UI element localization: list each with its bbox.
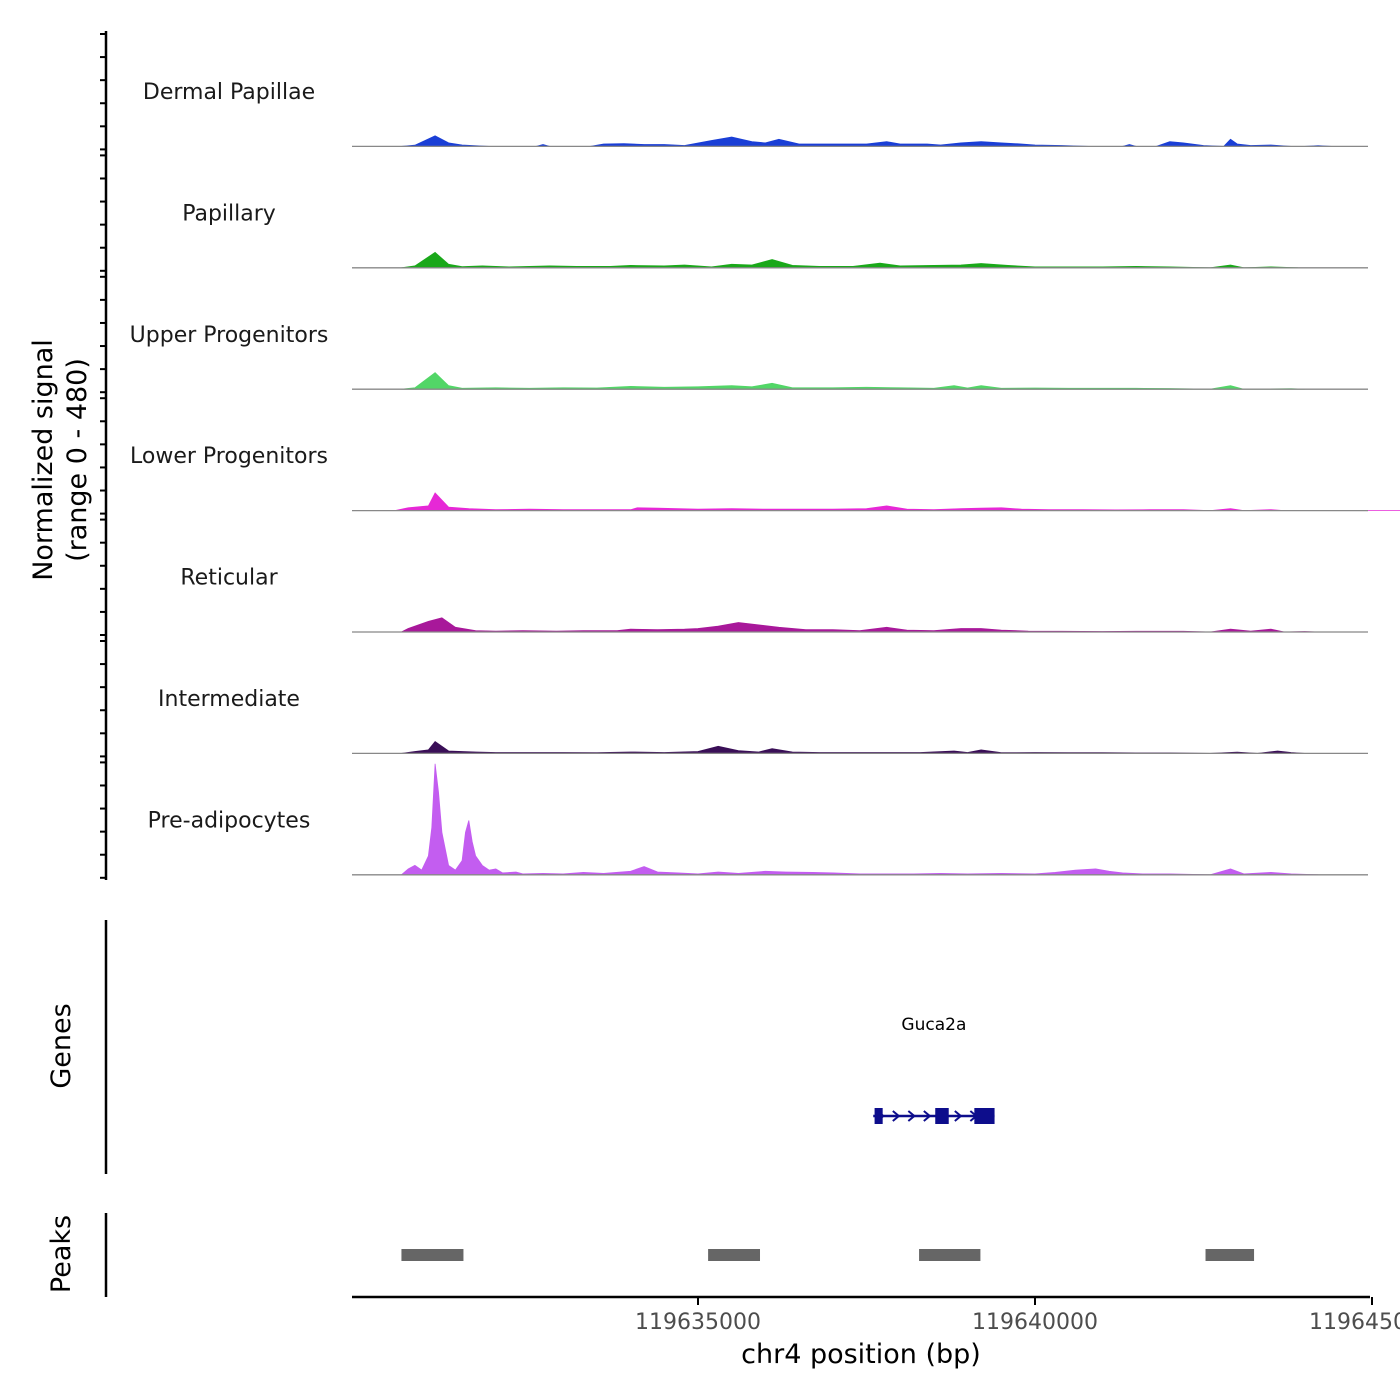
gene-exon xyxy=(874,1108,883,1124)
coverage-area xyxy=(401,741,1305,754)
track-pre-adipocytes: Pre-adipocytes xyxy=(148,763,1368,876)
track-papillary: Papillary xyxy=(182,201,1368,269)
track-label: Papillary xyxy=(182,201,276,226)
signal-y-ticks xyxy=(100,33,106,879)
x-tick-label: 119635000 xyxy=(635,1310,761,1335)
track-dermal-papillae: Dermal Papillae xyxy=(143,80,1368,148)
peaks-panel-title-group: Peaks xyxy=(46,1215,77,1293)
y-axis-subtitle: (range 0 - 480) xyxy=(62,358,93,562)
genes-panel-title: Genes xyxy=(46,1003,77,1088)
track-label: Intermediate xyxy=(158,687,300,712)
peak-track xyxy=(401,1249,1255,1261)
genes-panel-title-group: Genes xyxy=(46,1003,77,1088)
track-label: Pre-adipocytes xyxy=(148,808,311,833)
x-axis-title: chr4 position (bp) xyxy=(741,1339,981,1370)
track-label: Lower Progenitors xyxy=(130,444,328,469)
track-reticular: Reticular xyxy=(180,566,1368,633)
track-label: Dermal Papillae xyxy=(143,80,315,105)
signal-tracks: Dermal Papillae Papillary Upper Progenitor… xyxy=(130,80,1400,876)
y-axis-title-group: Normalized signal (range 0 - 480) xyxy=(28,339,93,581)
coverage-area xyxy=(394,492,1400,512)
coverage-area xyxy=(400,763,1319,876)
gene-label: Guca2a xyxy=(901,1015,966,1035)
strand-arrow xyxy=(907,1110,916,1122)
peaks-panel-title: Peaks xyxy=(46,1215,77,1293)
track-label: Reticular xyxy=(180,566,278,591)
track-upper-progenitors: Upper Progenitors xyxy=(130,323,1368,390)
peak-region xyxy=(401,1249,464,1261)
x-tick-label: 119640000 xyxy=(972,1310,1098,1335)
x-axis-ticks: 119635000 119640000 119645000 xyxy=(635,1297,1400,1335)
gene-exon xyxy=(935,1108,949,1124)
strand-arrow xyxy=(954,1110,963,1122)
peak-region xyxy=(708,1249,761,1261)
coverage-area xyxy=(401,251,1298,269)
track-intermediate: Intermediate xyxy=(158,687,1368,755)
strand-arrow xyxy=(892,1110,901,1122)
track-lower-progenitors: Lower Progenitors xyxy=(130,444,1400,512)
coverage-area xyxy=(401,617,1319,633)
coverage-area xyxy=(401,135,1332,147)
coverage-area xyxy=(401,372,1305,390)
peak-region xyxy=(919,1249,981,1261)
y-axis-title: Normalized signal xyxy=(28,339,59,581)
gene-track: Guca2a xyxy=(873,1015,995,1124)
strand-arrow xyxy=(923,1110,932,1122)
gene-guca2a: Guca2a xyxy=(873,1015,995,1124)
track-label: Upper Progenitors xyxy=(130,323,329,348)
peak-region xyxy=(1205,1249,1255,1261)
gene-exon xyxy=(974,1108,995,1124)
x-tick-label: 119645000 xyxy=(1309,1310,1400,1335)
